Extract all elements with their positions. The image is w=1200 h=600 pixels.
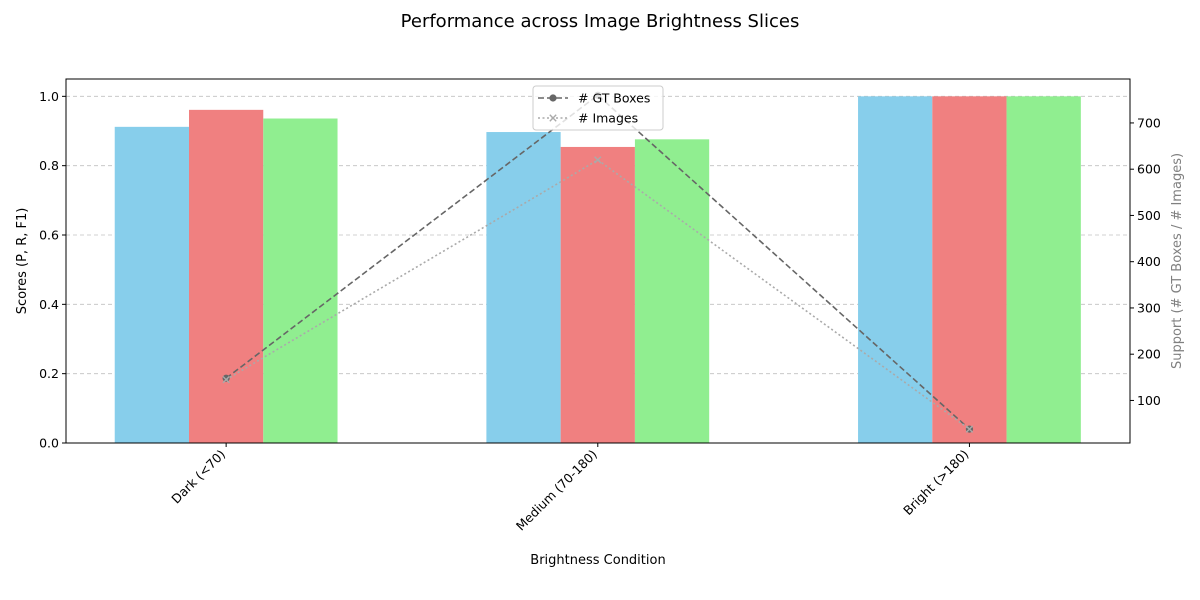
y-tick-label-right: 200 <box>1137 347 1161 362</box>
legend-label-gt-boxes: # GT Boxes <box>578 91 650 106</box>
support-line-gt-boxes <box>225 94 970 430</box>
bar-2-1 <box>188 109 264 443</box>
y-tick-label-left: 0.8 <box>39 158 59 173</box>
y-tick-label-right: 300 <box>1137 300 1161 315</box>
y-axis-left: 0.0 0.2 0.4 0.6 0.8 1.0 <box>39 89 66 451</box>
legend-box <box>532 85 664 131</box>
bar-1-3 <box>858 96 933 443</box>
support-point-gt-boxes-1 <box>222 374 230 382</box>
y-axis-label-right: Support (# GT Boxes / # Images) <box>1170 153 1185 369</box>
y-tick-label-left: 0.0 <box>39 436 59 451</box>
y-tick-label-left: 0.2 <box>39 366 59 381</box>
legend-marker-gt-boxes <box>549 94 557 102</box>
bar-3-2 <box>634 139 710 443</box>
bars <box>114 96 1081 444</box>
legend-label-images: # Images <box>578 111 638 126</box>
bar-1-1 <box>114 126 189 443</box>
y-tick-label-left: 0.6 <box>39 228 59 243</box>
support-point-images-1 <box>222 375 230 384</box>
x-axis-label: Brightness Condition <box>530 553 665 568</box>
legend-marker-images <box>549 114 557 122</box>
bar-2-3 <box>932 96 1007 443</box>
bar-2-2 <box>560 146 635 444</box>
bar-3-1 <box>263 118 338 444</box>
support-lines <box>222 91 974 433</box>
support-point-images-3 <box>965 425 974 433</box>
y-tick-label-right: 500 <box>1137 208 1161 223</box>
y-tick-label-right: 700 <box>1137 115 1161 130</box>
y-axis-label-left: Scores (P, R, F1) <box>15 208 30 315</box>
y-tick-label-left: 1.0 <box>39 89 59 104</box>
y-tick-label-right: 400 <box>1137 254 1161 269</box>
legend: # GT Boxes # Images <box>532 85 664 131</box>
y-tick-label-right: 100 <box>1137 393 1161 408</box>
support-point-images-2 <box>594 156 602 164</box>
y-axis-right: 100 200 300 400 500 600 700 <box>1130 115 1161 408</box>
y-tick-label-left: 0.4 <box>39 297 59 312</box>
chart-title: Performance across Image Brightness Slic… <box>401 11 800 32</box>
bar-3-3 <box>1006 96 1081 443</box>
y-tick-label-right: 600 <box>1137 162 1161 177</box>
bar-1-2 <box>486 132 561 444</box>
